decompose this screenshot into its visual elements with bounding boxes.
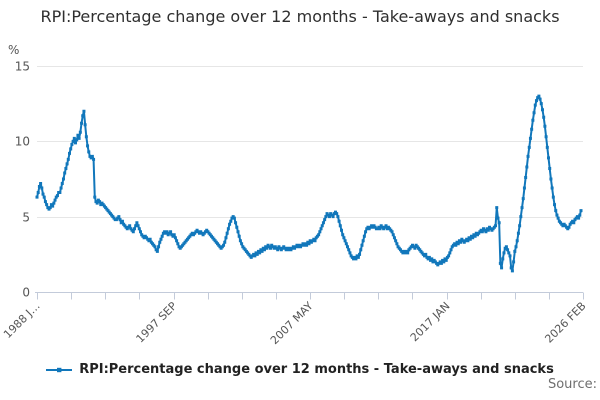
x-axis-tick-labels: 1988 J… 1997 SEP 2007 MAY 2017 JAN 2026 FEB: [1, 299, 589, 347]
gridlines: [37, 66, 583, 218]
y-tick-label: 5: [22, 211, 30, 225]
data-series[interactable]: [35, 94, 583, 273]
source-label: Source:: [547, 377, 597, 392]
legend-marker-icon: [46, 367, 73, 372]
y-tick-label: 10: [15, 135, 30, 149]
x-tick-label: 1988 J…: [1, 299, 43, 341]
chart-title: RPI:Percentage change over 12 months - T…: [0, 6, 600, 28]
x-tick-label: 2017 JAN: [408, 299, 453, 344]
chart-title-text: RPI:Percentage change over 12 months - T…: [40, 7, 560, 26]
y-axis-tick-labels: 0 5 10 15: [15, 60, 30, 300]
legend: RPI:Percentage change over 12 months - T…: [0, 362, 600, 377]
x-tick-label: 2007 MAY: [268, 299, 316, 347]
y-tick-label: 15: [15, 60, 30, 74]
y-axis-unit-label: %: [8, 43, 19, 57]
x-tick-label: 2026 FEB: [542, 299, 588, 345]
legend-series-label[interactable]: RPI:Percentage change over 12 months - T…: [79, 362, 554, 377]
legend-point-sample: [57, 367, 62, 372]
x-tick-label: 1997 SEP: [134, 299, 180, 345]
y-tick-label: 0: [22, 286, 30, 300]
x-axis: [35, 292, 584, 300]
